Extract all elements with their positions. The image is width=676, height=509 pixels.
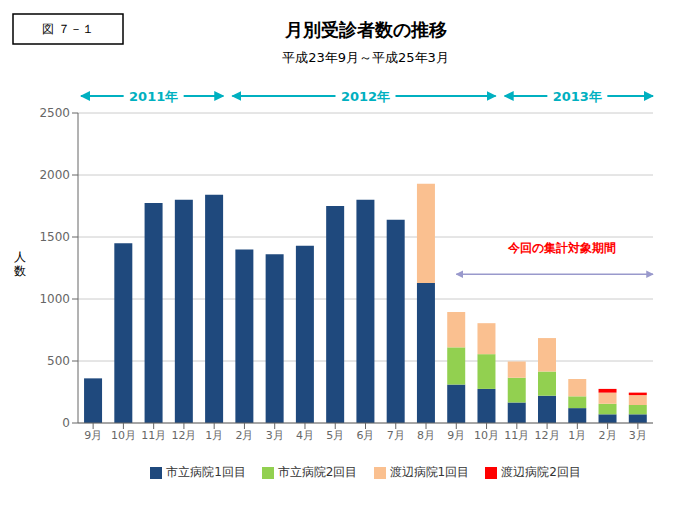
svg-text:500: 500 bbox=[47, 354, 70, 368]
svg-text:今回の集計対象期間: 今回の集計対象期間 bbox=[507, 241, 616, 255]
svg-text:図 ７－１: 図 ７－１ bbox=[42, 22, 94, 36]
svg-text:2月: 2月 bbox=[235, 429, 253, 442]
svg-text:2500: 2500 bbox=[39, 106, 70, 120]
svg-text:3月: 3月 bbox=[629, 429, 647, 442]
svg-text:5月: 5月 bbox=[326, 429, 344, 442]
svg-text:1月: 1月 bbox=[568, 429, 586, 442]
svg-text:9月: 9月 bbox=[447, 429, 465, 442]
svg-text:0: 0 bbox=[62, 416, 70, 430]
svg-text:4月: 4月 bbox=[296, 429, 314, 442]
svg-text:11月: 11月 bbox=[504, 429, 529, 442]
svg-text:2012年: 2012年 bbox=[341, 89, 390, 104]
svg-text:1月: 1月 bbox=[205, 429, 223, 442]
html-text:渡辺病院2回目: 渡辺病院2回目 bbox=[501, 465, 581, 479]
svg-text:10月: 10月 bbox=[474, 429, 499, 442]
svg-text:9月: 9月 bbox=[84, 429, 102, 442]
svg-text:人数: 人数 bbox=[14, 250, 26, 278]
svg-text:2011年: 2011年 bbox=[129, 89, 178, 104]
html-text:渡辺病院1回目: 渡辺病院1回目 bbox=[389, 465, 470, 479]
svg-text:1000: 1000 bbox=[39, 292, 70, 306]
svg-text:2000: 2000 bbox=[39, 168, 70, 182]
svg-text:12月: 12月 bbox=[535, 429, 560, 442]
svg-text:8月: 8月 bbox=[417, 429, 435, 442]
html-text:市立病院1回目: 市立病院1回目 bbox=[166, 465, 246, 479]
svg-text:2月: 2月 bbox=[599, 429, 617, 442]
svg-text:10月: 10月 bbox=[111, 429, 136, 442]
svg-text:11月: 11月 bbox=[141, 429, 166, 442]
svg-text:1500: 1500 bbox=[39, 230, 70, 244]
svg-text:12月: 12月 bbox=[171, 429, 196, 442]
html-text:市立病院2回目: 市立病院2回目 bbox=[277, 465, 358, 479]
svg-text:平成23年9月～平成25年3月: 平成23年9月～平成25年3月 bbox=[282, 50, 449, 65]
svg-text:3月: 3月 bbox=[266, 429, 284, 442]
svg-text:2013年: 2013年 bbox=[553, 89, 602, 104]
svg-text:6月: 6月 bbox=[357, 429, 375, 442]
svg-text:月別受診者数の推移: 月別受診者数の推移 bbox=[284, 19, 447, 40]
svg-text:7月: 7月 bbox=[387, 429, 405, 442]
